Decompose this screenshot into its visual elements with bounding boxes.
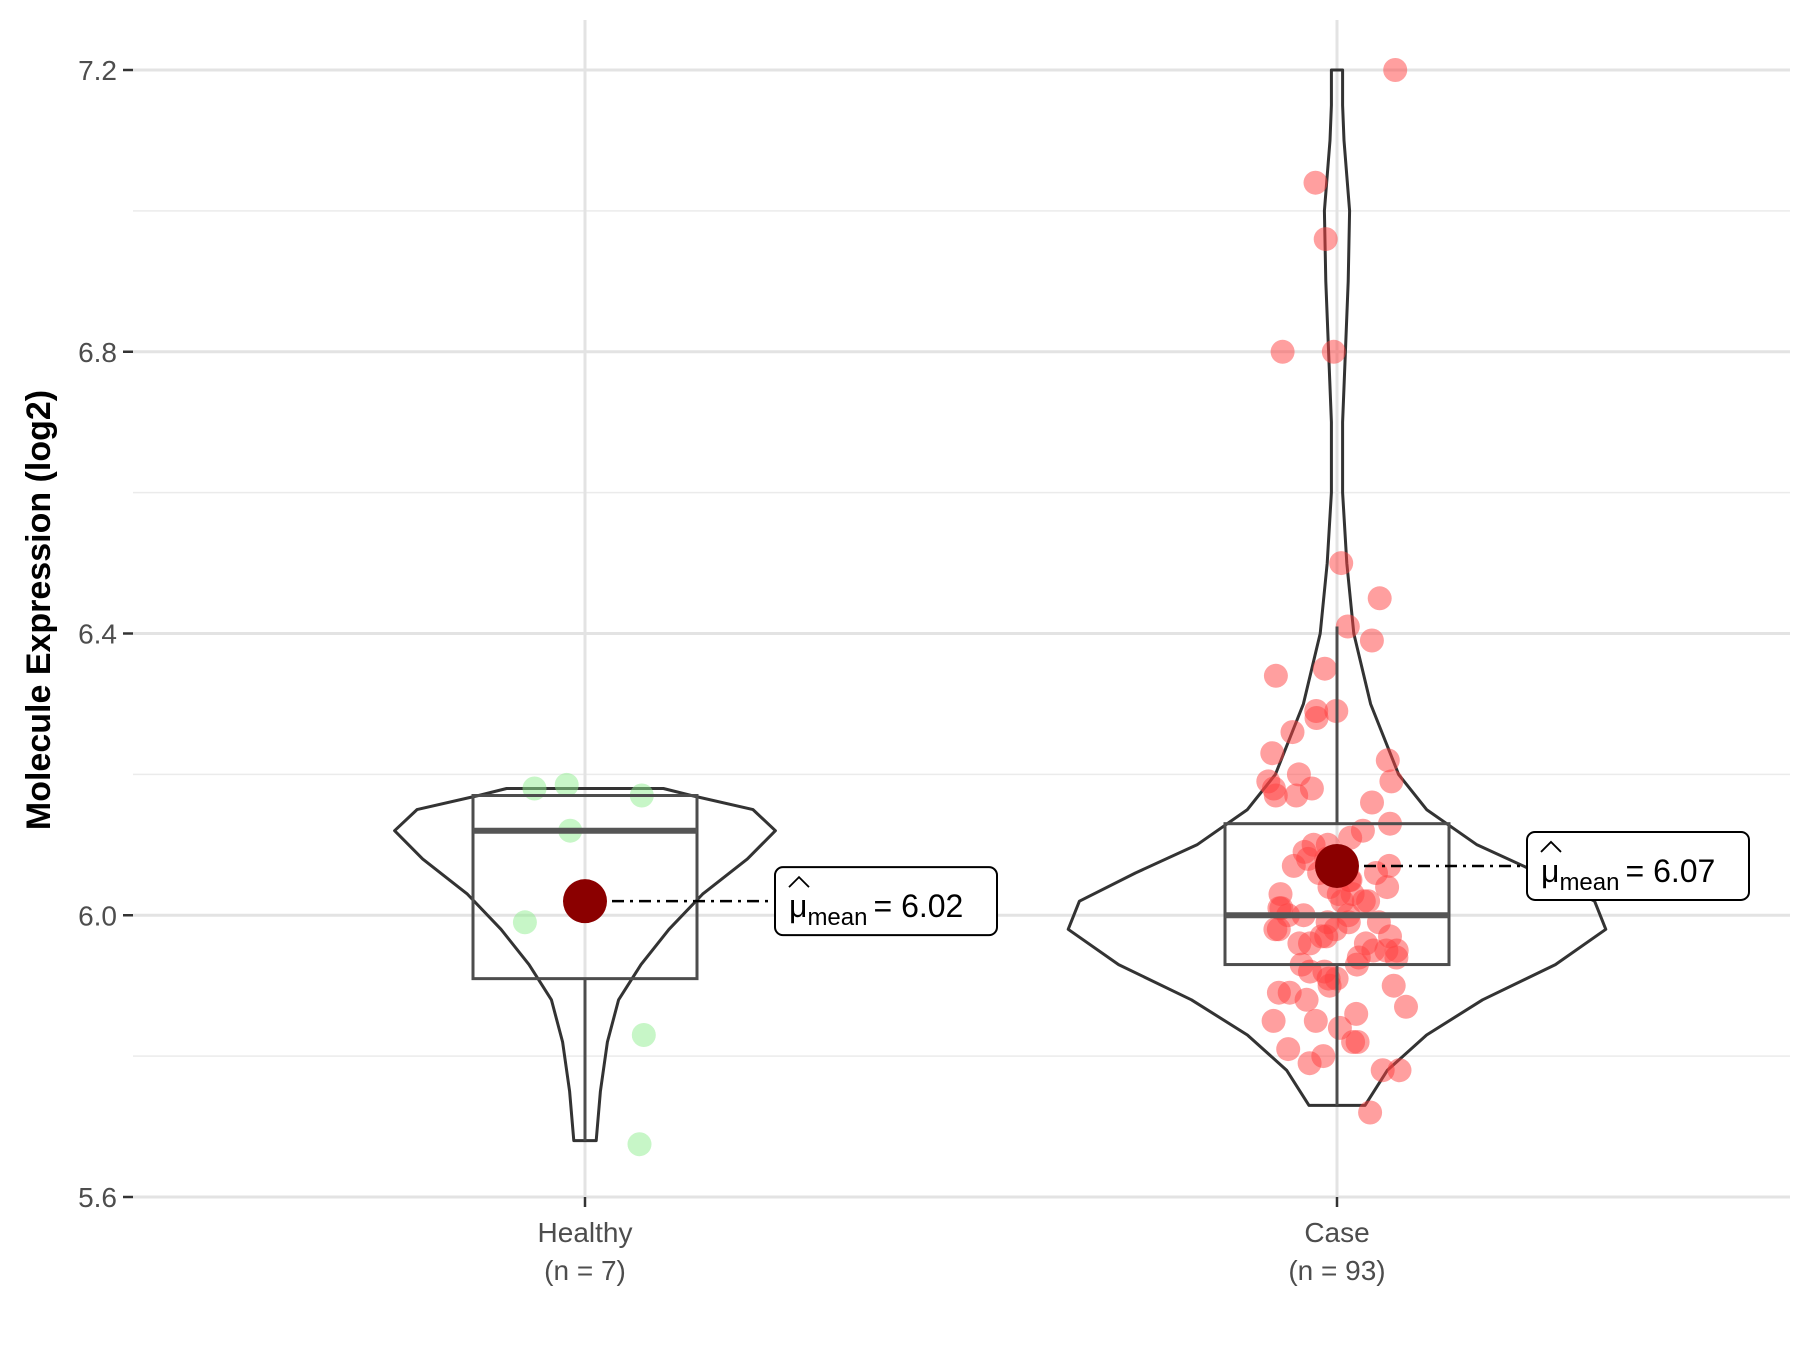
y-tick-label: 5.6	[78, 1182, 117, 1213]
data-point	[1375, 748, 1400, 773]
data-point	[1284, 783, 1309, 808]
data-point	[631, 1023, 656, 1047]
x-tick-n-label: (n = 93)	[1288, 1255, 1385, 1286]
data-point	[1370, 1058, 1395, 1083]
data-point	[1381, 973, 1406, 998]
data-point	[1266, 980, 1291, 1005]
y-tick-label: 7.2	[78, 55, 117, 86]
data-point	[1281, 853, 1306, 878]
grid-layer	[133, 20, 1790, 1199]
data-point	[1375, 875, 1400, 900]
data-point	[1298, 931, 1322, 956]
data-point	[1261, 1008, 1286, 1033]
data-point	[1263, 663, 1288, 688]
y-tick-label: 6.4	[78, 619, 117, 650]
data-point	[1383, 58, 1408, 82]
mean-marker	[563, 879, 607, 924]
data-point	[1345, 1030, 1370, 1054]
hat-icon	[788, 875, 810, 888]
data-point	[1379, 769, 1404, 794]
data-point	[1313, 227, 1338, 252]
y-tick-label: 6.0	[78, 900, 117, 931]
mean-layer: μmean = 6.02 μmean = 6.07	[563, 830, 1750, 937]
iqr-box	[1223, 822, 1451, 967]
data-point	[1260, 741, 1285, 766]
y-axis-title: Molecule Expression (log2)	[20, 390, 58, 830]
data-point	[1367, 586, 1392, 611]
data-point	[1263, 783, 1288, 808]
points-layer	[512, 58, 1418, 1157]
data-point	[1344, 1001, 1369, 1026]
x-tick-label: Case	[1304, 1217, 1369, 1248]
data-point	[1294, 987, 1319, 1012]
data-point	[512, 910, 537, 935]
mean-label-box	[1526, 830, 1750, 901]
data-point	[1263, 917, 1288, 942]
data-point	[1297, 1051, 1322, 1076]
violin-outline	[1066, 68, 1608, 1107]
y-tick-label: 6.8	[78, 337, 117, 368]
data-point	[1280, 720, 1305, 745]
data-point	[1360, 790, 1384, 815]
data-point	[1304, 706, 1329, 730]
box-layer	[471, 626, 1451, 1141]
data-point	[1356, 889, 1381, 914]
data-point	[1329, 551, 1354, 576]
mean-label: μmean = 6.07	[1541, 853, 1715, 896]
iqr-box	[471, 794, 699, 981]
data-point	[1303, 1008, 1328, 1033]
data-point	[627, 1132, 652, 1157]
data-point	[1321, 339, 1346, 364]
mean-label-box	[774, 866, 998, 937]
data-point	[1338, 825, 1363, 850]
x-tick-label: Healthy	[538, 1217, 633, 1248]
data-point	[1270, 339, 1295, 364]
violin-outline	[393, 787, 777, 1143]
hat-icon	[1540, 840, 1562, 853]
axis-layer: 5.6 6.0 6.4 6.8 7.2 Healthy (n = 7) Case (n = 93…	[78, 55, 1386, 1286]
data-point	[1276, 1037, 1301, 1062]
data-point	[1358, 1100, 1383, 1125]
data-point	[1312, 656, 1337, 681]
data-point	[1359, 628, 1384, 653]
data-point	[1303, 170, 1328, 195]
violin-layer	[393, 68, 1608, 1143]
mean-label: μmean = 6.02	[789, 888, 963, 931]
data-point	[554, 772, 579, 797]
x-tick-n-label: (n = 7)	[544, 1255, 626, 1286]
data-point	[1335, 614, 1360, 639]
mean-marker	[1315, 843, 1359, 888]
data-point	[1394, 994, 1418, 1019]
data-point	[1387, 1058, 1412, 1083]
